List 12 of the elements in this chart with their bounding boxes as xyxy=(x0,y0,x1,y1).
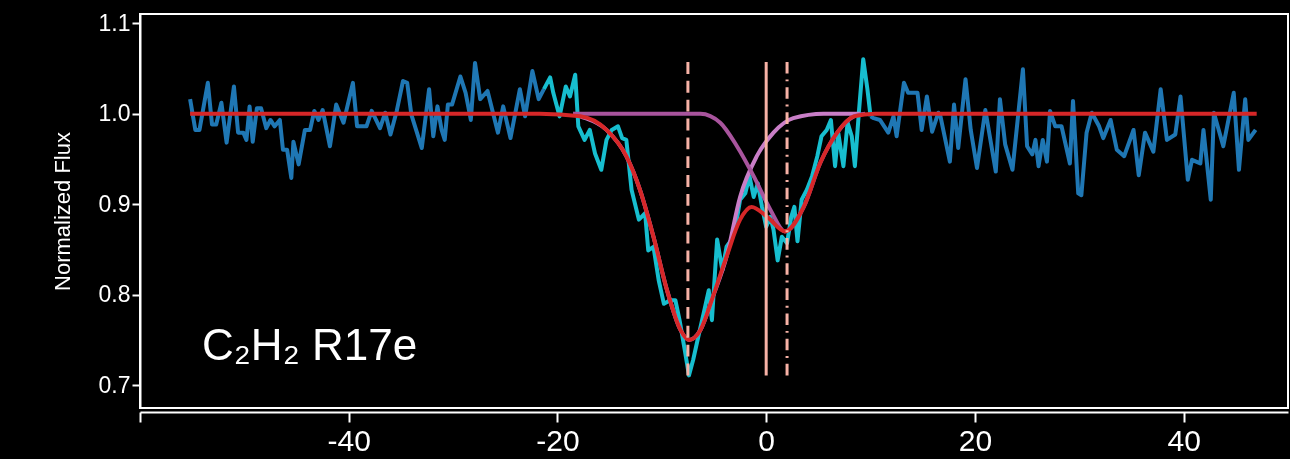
y-tick-label: 0.7 xyxy=(98,371,131,398)
annotation: C₂H₂ R17e xyxy=(202,320,418,369)
x-tick-label: 40 xyxy=(1167,423,1201,457)
x-tick-label: 20 xyxy=(958,423,993,457)
x-tick-label: 0 xyxy=(758,423,776,457)
x-tick-label: -20 xyxy=(536,423,580,457)
y-tick-label: 0.8 xyxy=(98,281,131,308)
y-tick-label: 1.0 xyxy=(98,100,131,127)
y-tick-label: 0.9 xyxy=(98,190,131,217)
x-tick-label: -40 xyxy=(327,423,371,457)
y-tick-label: 1.1 xyxy=(98,9,131,36)
y-axis-title: Normalized Flux xyxy=(49,132,75,291)
